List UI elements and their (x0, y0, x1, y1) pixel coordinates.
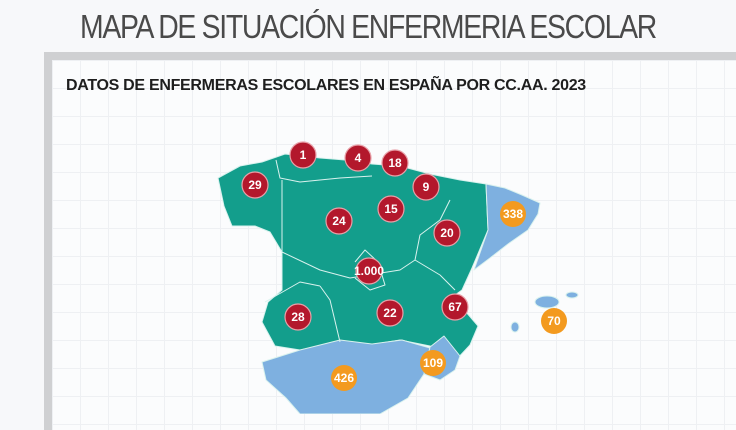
region-menorca (565, 291, 579, 299)
map-marker: 338 (500, 201, 526, 227)
map-subtitle: DATOS DE ENFERMERAS ESCOLARES EN ESPAÑA … (66, 77, 586, 94)
marker-value: 67 (448, 300, 462, 314)
map-marker: 1 (289, 141, 317, 169)
marker-value: 1.000 (354, 264, 384, 278)
map-marker: 426 (331, 365, 357, 391)
marker-value: 24 (332, 214, 346, 228)
region-catalonia (473, 183, 541, 271)
marker-value: 426 (334, 371, 354, 385)
map-marker: 4 (344, 144, 372, 172)
map-marker: 28 (284, 303, 312, 331)
marker-value: 20 (440, 226, 454, 240)
map-marker: 1.000 (354, 257, 384, 285)
map-marker: 29 (241, 171, 269, 199)
marker-value: 28 (291, 310, 305, 324)
marker-circle (355, 257, 383, 285)
marker-circle (376, 299, 404, 327)
marker-circle (241, 171, 269, 199)
marker-circle (541, 308, 567, 334)
marker-value: 109 (423, 356, 443, 370)
map-marker: 15 (377, 195, 405, 223)
spain-map: 1 4 18 29 9 15 24 20 338 1.000 67 70 28 22 109 426 (217, 141, 579, 414)
map-marker: 9 (412, 173, 440, 201)
marker-value: 338 (503, 207, 523, 221)
region-mallorca (534, 295, 560, 309)
marker-circle (377, 195, 405, 223)
marker-value: 29 (248, 178, 262, 192)
map-marker: 67 (441, 293, 469, 321)
marker-circle (420, 350, 446, 376)
page-title: MAPA DE SITUACIÓN ENFERMERIA ESCOLAR (80, 8, 657, 45)
marker-value: 22 (383, 306, 397, 320)
marker-circle (381, 149, 409, 177)
marker-circle (325, 207, 353, 235)
marker-circle (441, 293, 469, 321)
marker-circle (500, 201, 526, 227)
marker-value: 15 (384, 202, 398, 216)
marker-circle (289, 141, 317, 169)
marker-circle (433, 219, 461, 247)
marker-value: 4 (355, 151, 362, 165)
marker-value: 18 (388, 156, 402, 170)
marker-circle (412, 173, 440, 201)
map-marker: 70 (541, 308, 567, 334)
map-marker: 24 (325, 207, 353, 235)
region-ibiza (510, 321, 520, 333)
marker-circle (344, 144, 372, 172)
map-marker: 109 (420, 350, 446, 376)
map-marker: 18 (381, 149, 409, 177)
marker-circle (331, 365, 357, 391)
marker-circle (284, 303, 312, 331)
map-marker: 20 (433, 219, 461, 247)
marker-value: 1 (300, 148, 307, 162)
map-marker: 22 (376, 299, 404, 327)
marker-value: 9 (423, 180, 430, 194)
marker-value: 70 (547, 314, 561, 328)
